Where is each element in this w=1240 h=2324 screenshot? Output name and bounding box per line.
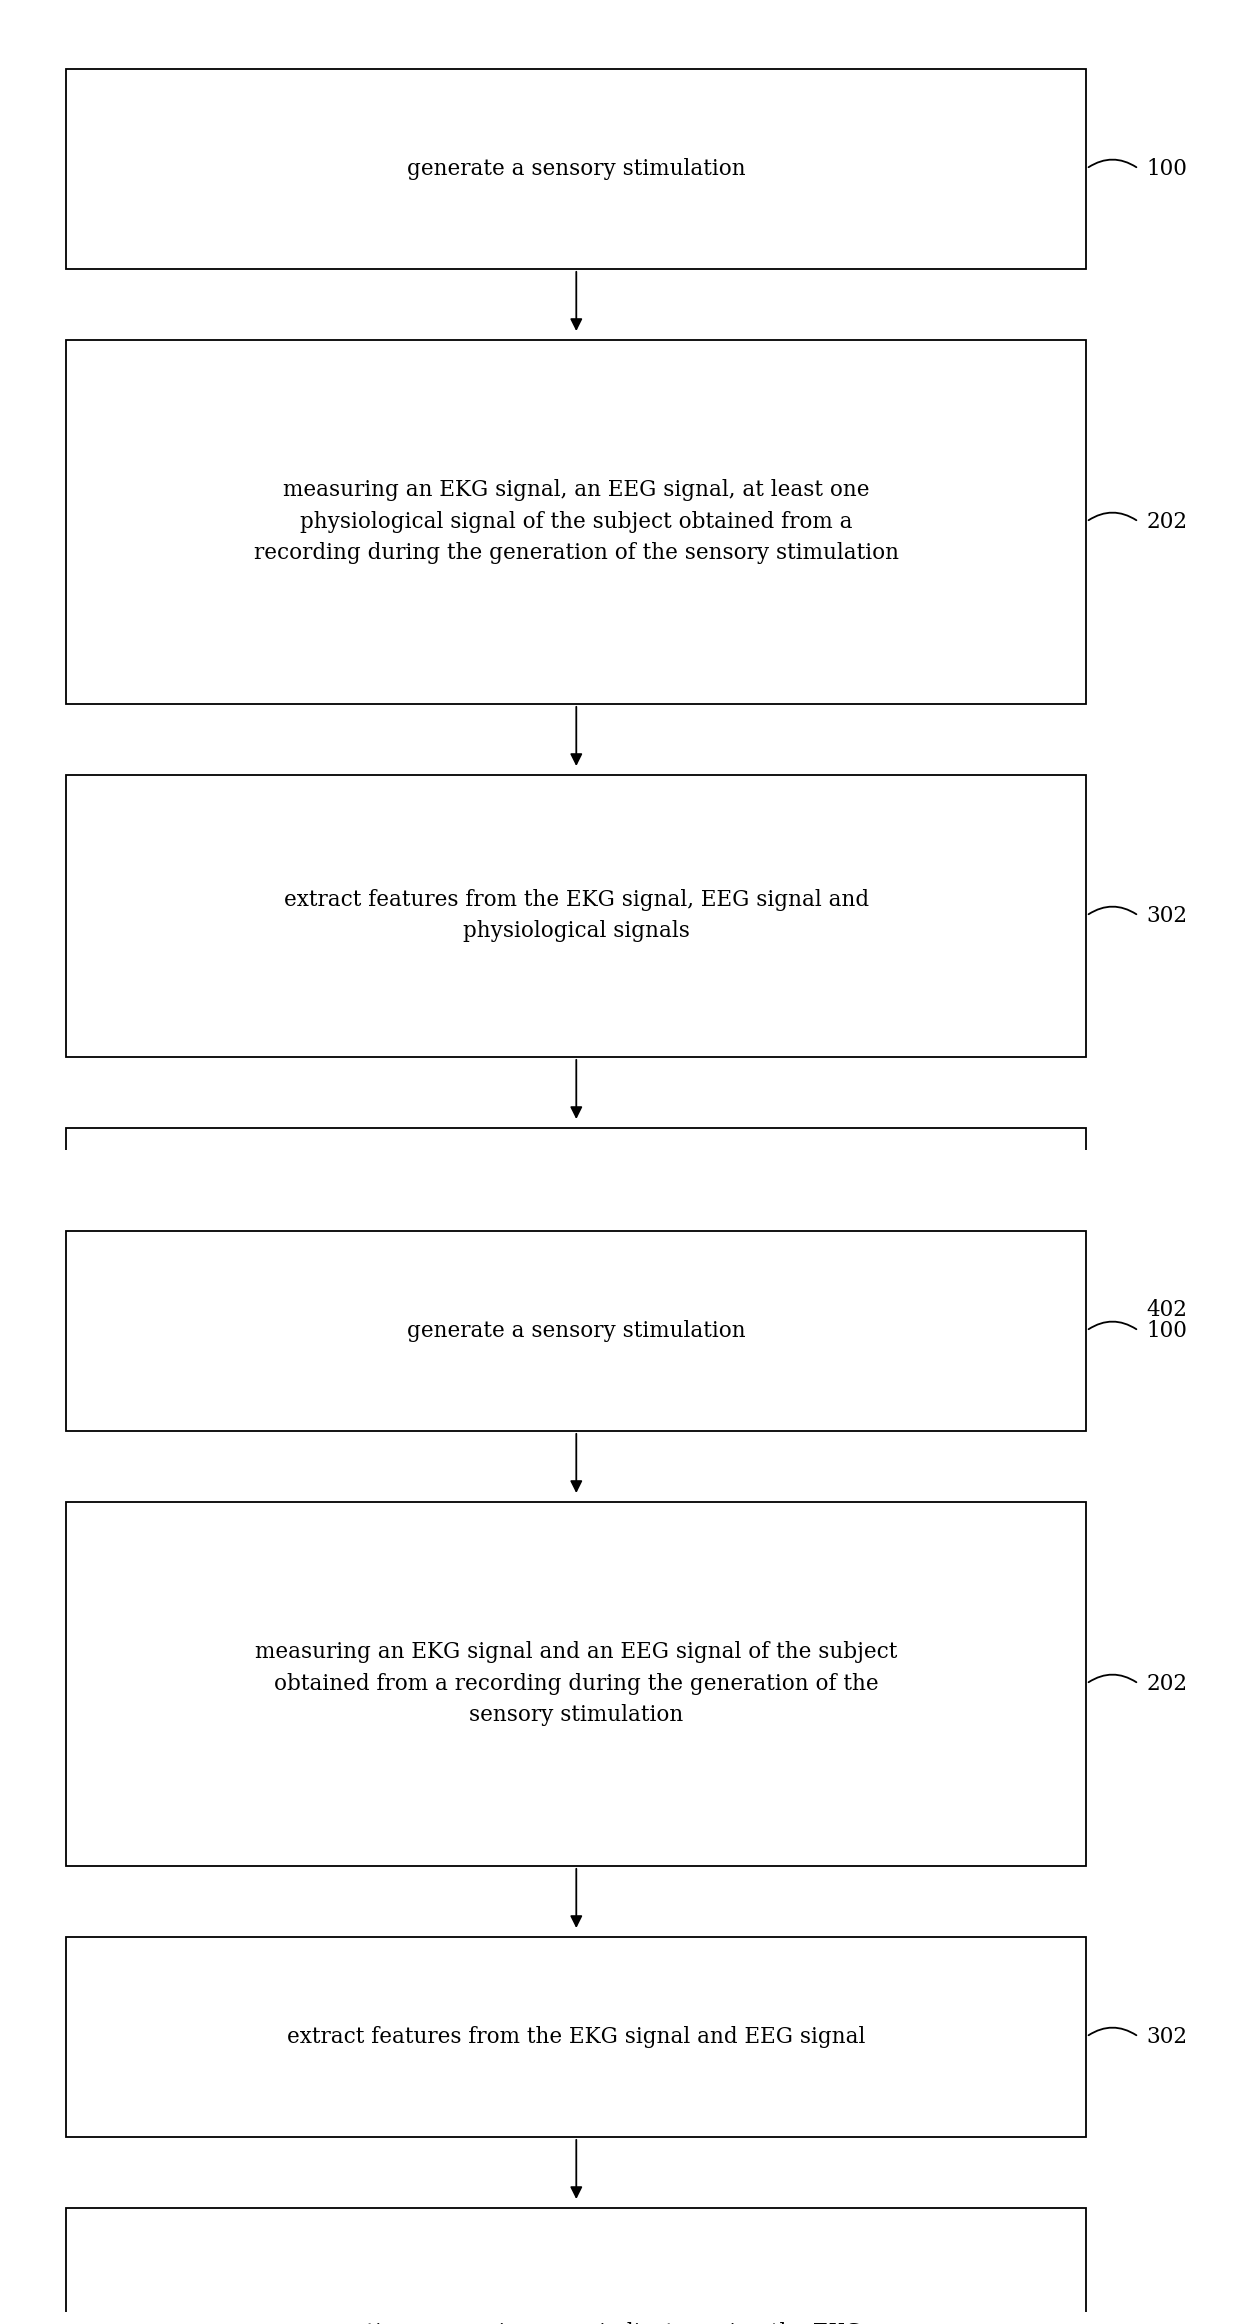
Text: 302: 302 bbox=[1147, 2027, 1188, 2047]
Bar bbox=[67, 1501, 1086, 1866]
Text: 402: 402 bbox=[1147, 1299, 1188, 1320]
Bar bbox=[67, 1232, 1086, 1432]
Bar bbox=[67, 774, 1086, 1057]
Text: FIG. 5: FIG. 5 bbox=[525, 1571, 627, 1604]
Text: generate a sensory stimulation: generate a sensory stimulation bbox=[407, 1320, 745, 1341]
Bar bbox=[67, 1936, 1086, 2138]
Text: measuring an EKG signal, an EEG signal, at least one
physiological signal of the: measuring an EKG signal, an EEG signal, … bbox=[254, 479, 899, 565]
Text: 202: 202 bbox=[1147, 1673, 1188, 1694]
Text: 202: 202 bbox=[1147, 511, 1188, 532]
Text: measuring an EKG signal and an EEG signal of the subject
obtained from a recordi: measuring an EKG signal and an EEG signa… bbox=[255, 1641, 898, 1727]
Bar bbox=[67, 1127, 1086, 1492]
Text: 100: 100 bbox=[1147, 158, 1188, 179]
Bar bbox=[67, 339, 1086, 704]
Text: generating a consciousness indicator using the EKG
features, EEG features and th: generating a consciousness indicator usi… bbox=[290, 1267, 862, 1353]
Text: extract features from the EKG signal, EEG signal and
physiological signals: extract features from the EKG signal, EE… bbox=[284, 890, 869, 944]
Bar bbox=[67, 67, 1086, 270]
Text: 100: 100 bbox=[1147, 1320, 1188, 1341]
Text: extract features from the EKG signal and EEG signal: extract features from the EKG signal and… bbox=[288, 2027, 866, 2047]
Text: 302: 302 bbox=[1147, 904, 1188, 927]
Text: generate a sensory stimulation: generate a sensory stimulation bbox=[407, 158, 745, 179]
Bar bbox=[67, 2208, 1086, 2324]
